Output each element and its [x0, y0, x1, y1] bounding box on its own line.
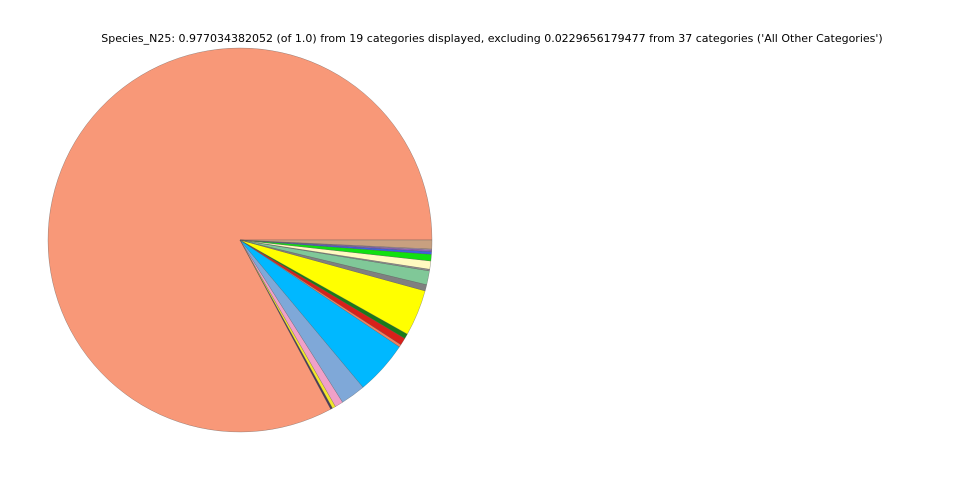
chart-title: Species_N25: 0.977034382052 (of 1.0) fro…: [101, 32, 882, 45]
pie-slice: [239, 239, 433, 250]
pie-slice: [47, 47, 433, 433]
